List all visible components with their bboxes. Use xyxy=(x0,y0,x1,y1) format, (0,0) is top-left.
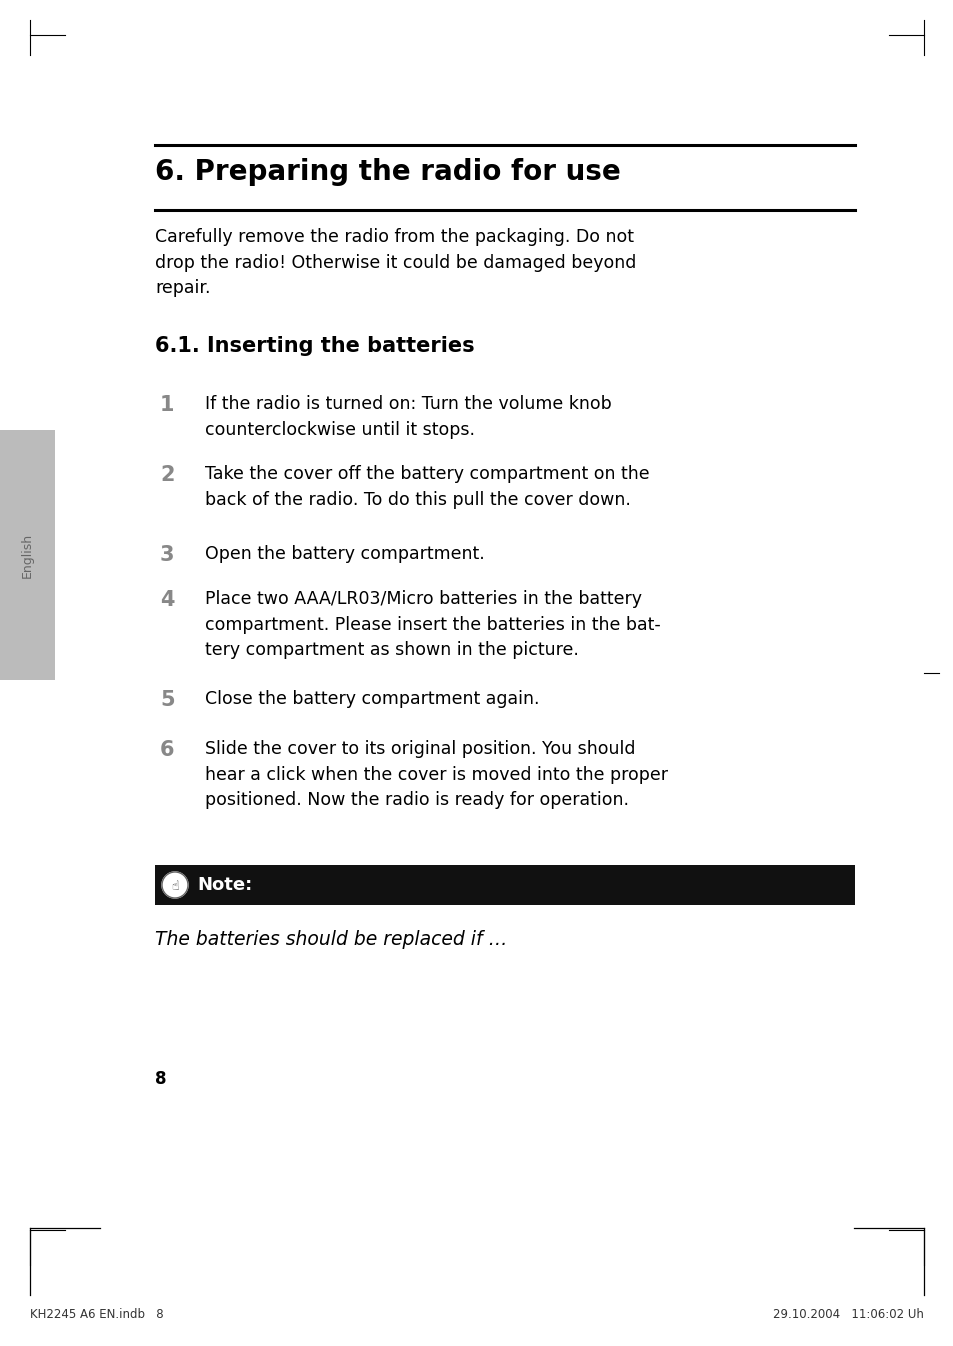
Text: 1: 1 xyxy=(160,394,174,415)
Circle shape xyxy=(162,872,188,898)
Text: Take the cover off the battery compartment on the
back of the radio. To do this : Take the cover off the battery compartme… xyxy=(205,464,649,509)
Text: Open the battery compartment.: Open the battery compartment. xyxy=(205,545,484,563)
Text: If the radio is turned on: Turn the volume knob
counterclockwise until it stops.: If the radio is turned on: Turn the volu… xyxy=(205,394,611,439)
Text: 4: 4 xyxy=(160,590,174,610)
Text: KH2245 A6 EN.indb   8: KH2245 A6 EN.indb 8 xyxy=(30,1308,164,1320)
Text: 3: 3 xyxy=(160,545,174,565)
FancyBboxPatch shape xyxy=(154,865,854,905)
FancyBboxPatch shape xyxy=(0,429,55,680)
Text: 6.1. Inserting the batteries: 6.1. Inserting the batteries xyxy=(154,336,475,355)
Text: 6. Preparing the radio for use: 6. Preparing the radio for use xyxy=(154,157,620,186)
Text: English: English xyxy=(21,533,34,577)
Text: The batteries should be replaced if …: The batteries should be replaced if … xyxy=(154,930,507,949)
Text: Close the battery compartment again.: Close the battery compartment again. xyxy=(205,690,539,708)
Text: Place two AAA/LR03/Micro batteries in the battery
compartment. Please insert the: Place two AAA/LR03/Micro batteries in th… xyxy=(205,590,660,660)
Text: 2: 2 xyxy=(160,464,174,485)
Text: ☝: ☝ xyxy=(171,879,178,892)
Text: 8: 8 xyxy=(154,1070,167,1088)
Text: Note:: Note: xyxy=(196,876,252,894)
Text: 29.10.2004   11:06:02 Uh: 29.10.2004 11:06:02 Uh xyxy=(772,1308,923,1320)
Text: Slide the cover to its original position. You should
hear a click when the cover: Slide the cover to its original position… xyxy=(205,740,667,809)
Text: 5: 5 xyxy=(160,690,174,709)
Text: 6: 6 xyxy=(160,740,174,760)
Text: Carefully remove the radio from the packaging. Do not
drop the radio! Otherwise : Carefully remove the radio from the pack… xyxy=(154,227,636,297)
